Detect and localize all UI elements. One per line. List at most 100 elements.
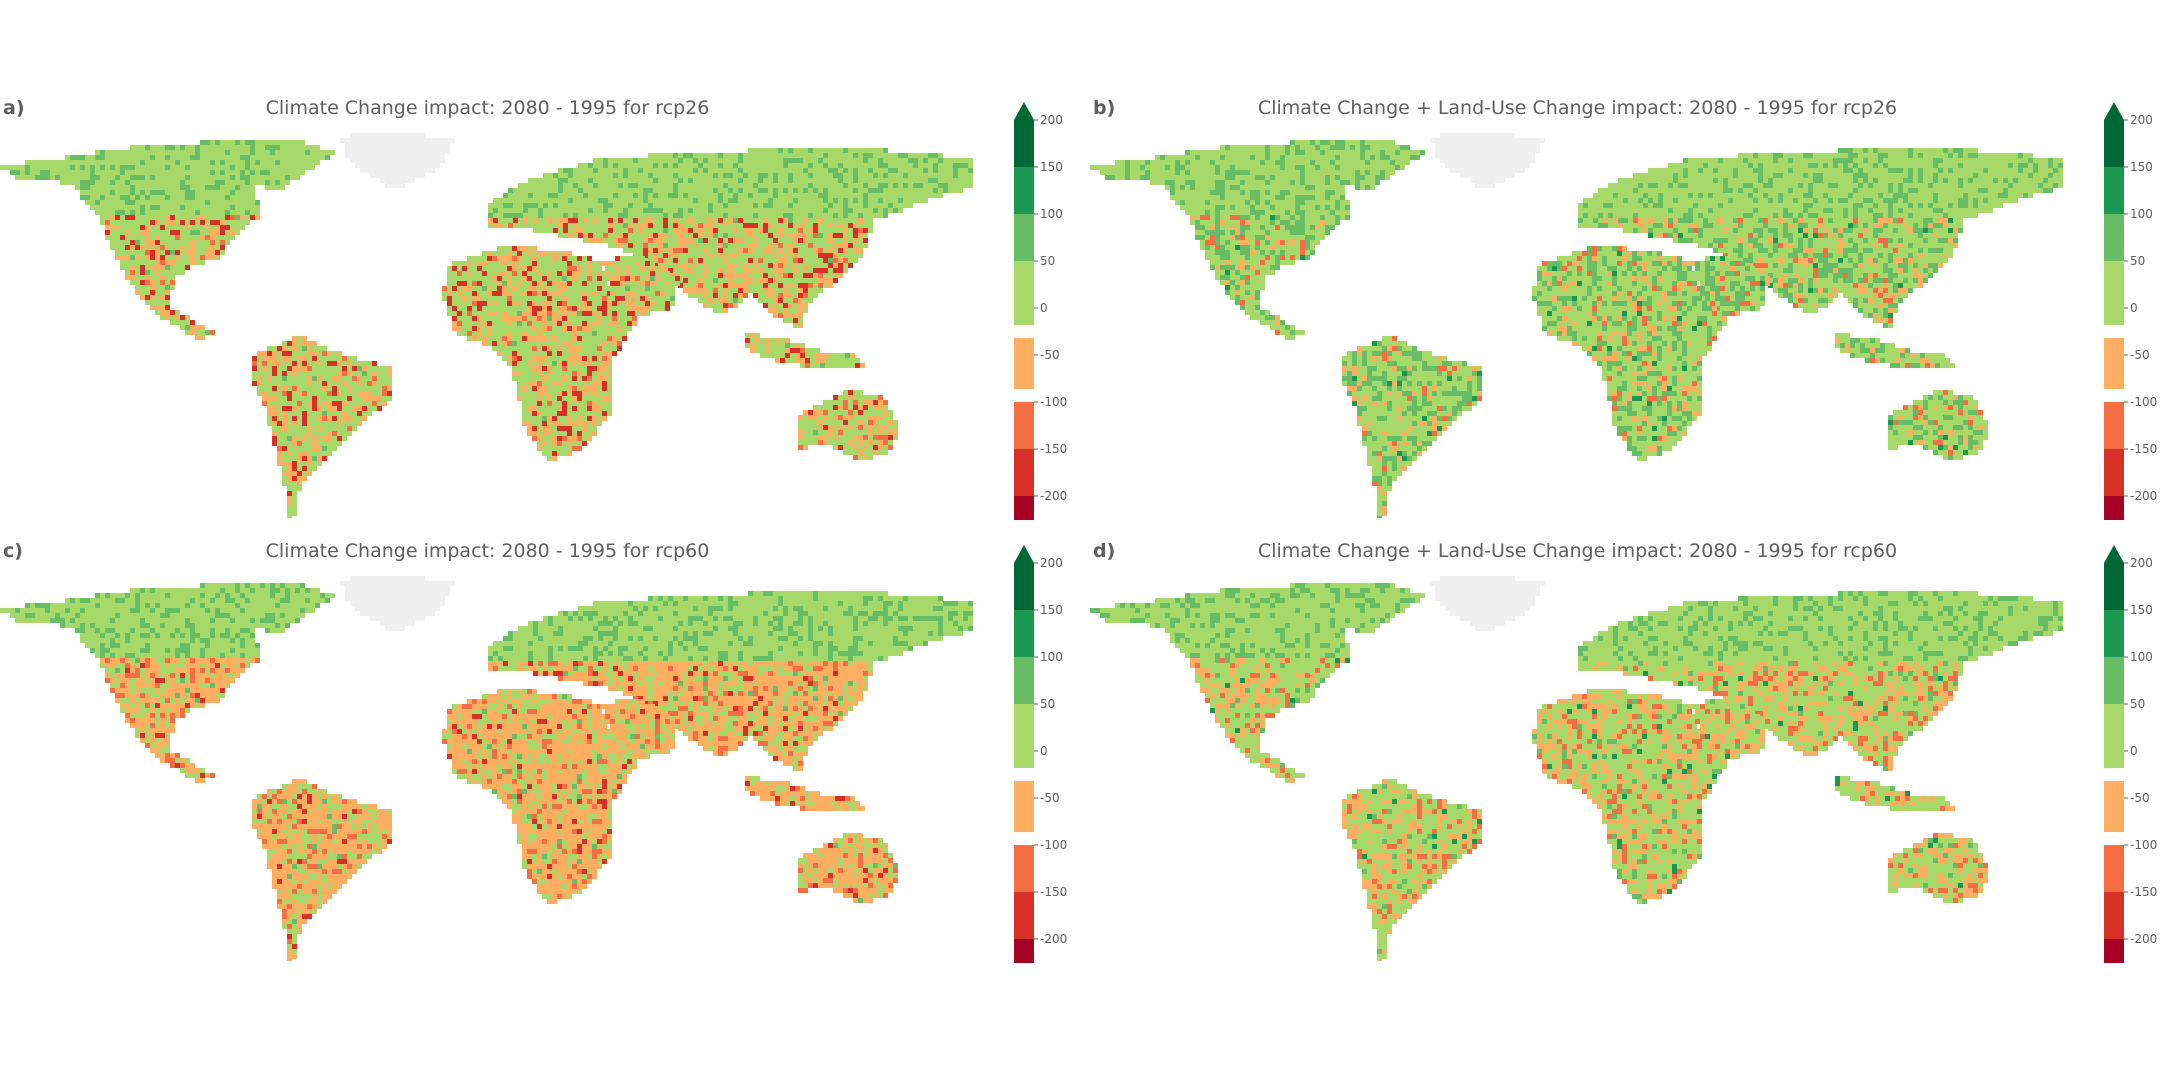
colorbar-tick-label: 150 <box>1040 603 1063 617</box>
colorbar-band <box>1014 845 1034 892</box>
colorbar-band <box>2104 845 2124 892</box>
world-map <box>1090 576 2063 961</box>
colorbar-band <box>2104 338 2124 389</box>
colorbar-band <box>2104 610 2124 657</box>
colorbar-extend-bottom <box>2104 941 2124 959</box>
landmass-south-america <box>1342 779 1482 961</box>
colorbar-extend-top <box>2104 545 2124 563</box>
panel-label: b) <box>1093 97 1115 119</box>
colorbar-tick-label: 100 <box>2130 650 2153 664</box>
colorbar-tick-label: 0 <box>1040 744 1048 758</box>
colorbar-band <box>2104 563 2124 610</box>
panel-label: a) <box>3 97 25 119</box>
colorbar-extend-bottom <box>1014 498 1034 516</box>
colorbar-band <box>2104 781 2124 832</box>
landmass-north-america <box>0 583 335 783</box>
colorbar-band <box>2104 449 2124 496</box>
colorbar-band <box>1014 768 1034 781</box>
colorbar-tick-label: -100 <box>1040 838 1067 852</box>
colorbar: 200 150 100 50 0 -50 -100 -150 -200 <box>2104 545 2157 963</box>
landmass-africa <box>1532 689 1727 904</box>
colorbar-tick-label: 100 <box>1040 207 1063 221</box>
landmass-greenland <box>1430 576 1545 631</box>
colorbar-tick-label: -200 <box>1040 932 1067 946</box>
colorbar-tick-label: 50 <box>2130 254 2145 268</box>
landmass-se-asia <box>1835 333 1955 368</box>
colorbar: 200 150 100 50 0 -50 -100 -150 -200 <box>2104 102 2157 520</box>
colorbar-band <box>2104 657 2124 704</box>
colorbar-band <box>1014 325 1034 338</box>
panel-title: Climate Change impact: 2080 - 1995 for r… <box>0 540 975 562</box>
colorbar-tick-label: 0 <box>1040 301 1048 315</box>
colorbar-band <box>1014 402 1034 449</box>
world-map <box>0 576 973 961</box>
landmass-south-america <box>252 779 392 961</box>
panel-d: d) Climate Change + Land-Use Change impa… <box>1090 540 2160 963</box>
landmass-arabia <box>1690 256 1770 316</box>
colorbar-tick-label: -100 <box>2130 395 2157 409</box>
colorbar-band <box>2104 325 2124 338</box>
colorbar-extend-bottom <box>2104 498 2124 516</box>
colorbar-tick-label: 150 <box>1040 160 1063 174</box>
landmass-eurasia <box>1578 591 2063 771</box>
colorbar-tick-label: 50 <box>1040 697 1055 711</box>
landmass-greenland <box>340 133 455 188</box>
landmass-eurasia <box>1578 148 2063 328</box>
colorbar-band <box>1014 704 1034 768</box>
landmass-australia <box>798 390 898 460</box>
colorbar-tick-label: 150 <box>2130 603 2153 617</box>
colorbar-tick-label: 200 <box>2130 113 2153 127</box>
colorbar-extend-top <box>2104 102 2124 120</box>
colorbar-band <box>2104 402 2124 449</box>
colorbar-tick-label: -150 <box>1040 885 1067 899</box>
colorbar-extend-top <box>1014 102 1034 120</box>
colorbar-tick-label: 200 <box>1040 113 1063 127</box>
colorbar-band <box>2104 261 2124 325</box>
panel-label: d) <box>1093 540 1115 562</box>
landmass-north-america <box>1090 583 1425 783</box>
colorbar-band <box>1014 261 1034 325</box>
colorbar: 200 150 100 50 0 -50 -100 -150 -200 <box>1014 102 1067 520</box>
colorbar-band <box>2104 214 2124 261</box>
landmass-africa <box>442 246 637 461</box>
colorbar-tick-label: 50 <box>1040 254 1055 268</box>
colorbar-tick-label: -100 <box>1040 395 1067 409</box>
landmass-north-america <box>0 140 335 340</box>
colorbar-band <box>2104 167 2124 214</box>
landmass-south-america <box>1342 336 1482 518</box>
colorbar-tick-label: -200 <box>1040 489 1067 503</box>
colorbar-band <box>1014 120 1034 167</box>
colorbar-band <box>1014 610 1034 657</box>
colorbar-band <box>2104 704 2124 768</box>
landmass-africa <box>1532 246 1727 461</box>
colorbar-tick-label: 100 <box>2130 207 2153 221</box>
colorbar-tick-label: -50 <box>1040 791 1060 805</box>
landmass-se-asia <box>745 776 865 811</box>
colorbar-extend-top <box>1014 545 1034 563</box>
landmass-greenland <box>1430 133 1545 188</box>
colorbar-band <box>1014 167 1034 214</box>
colorbar-band <box>1014 563 1034 610</box>
panel-title: Climate Change impact: 2080 - 1995 for r… <box>0 97 975 119</box>
colorbar-tick-label: -50 <box>1040 348 1060 362</box>
panel-b: b) Climate Change + Land-Use Change impa… <box>1090 97 2160 520</box>
world-map <box>1090 133 2063 518</box>
colorbar-tick-label: -150 <box>1040 442 1067 456</box>
landmass-north-america <box>1090 140 1425 340</box>
landmass-greenland <box>340 576 455 631</box>
landmass-se-asia <box>745 333 865 368</box>
landmass-australia <box>1888 390 1988 460</box>
colorbar-tick-label: 100 <box>1040 650 1063 664</box>
landmass-eurasia <box>488 591 973 771</box>
colorbar-tick-label: 50 <box>2130 697 2145 711</box>
colorbar-band <box>1014 338 1034 389</box>
panel-a: a) Climate Change impact: 2080 - 1995 fo… <box>0 97 1090 520</box>
panel-title: Climate Change + Land-Use Change impact:… <box>1090 97 2065 119</box>
colorbar-band <box>2104 892 2124 939</box>
colorbar-band <box>1014 449 1034 496</box>
world-map <box>0 133 973 518</box>
landmass-africa <box>442 689 637 904</box>
colorbar-tick-label: -100 <box>2130 838 2157 852</box>
landmass-australia <box>1888 833 1988 903</box>
landmass-se-asia <box>1835 776 1955 811</box>
